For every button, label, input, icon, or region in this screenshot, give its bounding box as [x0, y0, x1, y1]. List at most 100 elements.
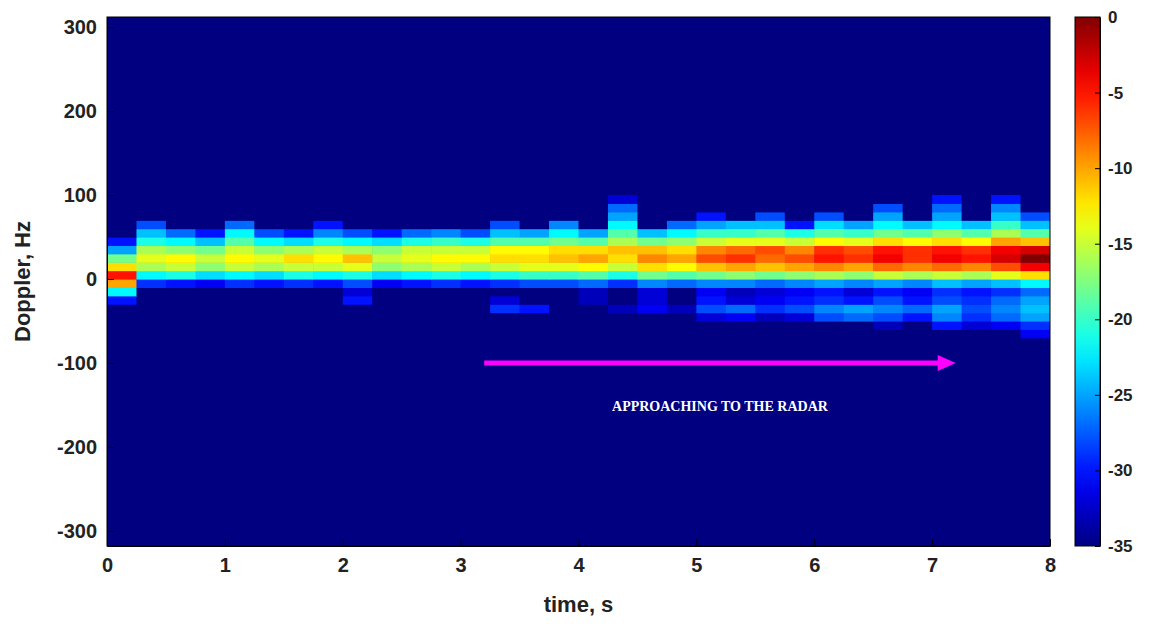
cell [579, 229, 609, 238]
cell [166, 195, 196, 204]
cell [136, 245, 166, 254]
cell [785, 287, 815, 296]
cell [520, 313, 550, 322]
cell [461, 313, 491, 322]
cell [696, 304, 726, 313]
cell [814, 220, 844, 229]
cell [520, 212, 550, 221]
cell [785, 329, 815, 338]
cell [490, 220, 520, 229]
cell [637, 195, 667, 204]
cell [520, 229, 550, 238]
cell [461, 321, 491, 330]
cell [814, 262, 844, 271]
cell [579, 212, 609, 221]
cell [225, 262, 255, 271]
cell [195, 195, 225, 204]
tick-mark [1095, 470, 1100, 471]
cell [696, 338, 726, 347]
annotation-arrow [484, 360, 942, 365]
tick-label: 3 [456, 554, 467, 576]
cell [431, 338, 461, 347]
cell [667, 329, 697, 338]
cell [932, 287, 962, 296]
cell [696, 229, 726, 238]
cell [402, 338, 432, 347]
tick: 7 [927, 539, 938, 576]
cell [431, 195, 461, 204]
cell [1021, 296, 1050, 305]
cell [313, 279, 343, 288]
cell [991, 212, 1021, 221]
cell [490, 212, 520, 221]
tick-label: 200 [64, 100, 97, 122]
cell [991, 229, 1021, 238]
cell [254, 329, 284, 338]
cell [313, 237, 343, 246]
cell [637, 237, 667, 246]
cell [873, 287, 903, 296]
cell [696, 254, 726, 263]
tick-label: -100 [57, 352, 97, 374]
cell [696, 262, 726, 271]
cell [667, 195, 697, 204]
cell [726, 212, 756, 221]
cell [549, 321, 579, 330]
cell [166, 229, 196, 238]
cell [313, 329, 343, 338]
cell [107, 279, 137, 288]
cell [579, 203, 609, 212]
cell [195, 229, 225, 238]
tick: 0 [86, 268, 114, 290]
cell [579, 321, 609, 330]
cell [785, 212, 815, 221]
cell [372, 254, 402, 263]
cell [107, 195, 137, 204]
cell [136, 321, 166, 330]
cell [932, 313, 962, 322]
cell [814, 271, 844, 280]
cell [166, 220, 196, 229]
tick-mark [1095, 93, 1100, 94]
cell [991, 237, 1021, 246]
cell [166, 245, 196, 254]
tick-label: -200 [57, 436, 97, 458]
cell [608, 338, 638, 347]
cell [136, 229, 166, 238]
cell [402, 329, 432, 338]
tick-mark [107, 363, 114, 364]
cell [667, 279, 697, 288]
cell [313, 229, 343, 238]
tick-label: -15 [1108, 235, 1133, 254]
cell [785, 203, 815, 212]
plot-frame [107, 17, 1050, 546]
cell [696, 220, 726, 229]
tick-mark [107, 195, 114, 196]
cell [814, 329, 844, 338]
cell [1021, 237, 1050, 246]
cell [166, 338, 196, 347]
cell [873, 245, 903, 254]
tick-mark [579, 539, 580, 546]
cell [962, 296, 992, 305]
cell [814, 321, 844, 330]
cell [490, 304, 520, 313]
cell [579, 279, 609, 288]
cell [549, 229, 579, 238]
cell [166, 237, 196, 246]
cell [608, 321, 638, 330]
cell [844, 304, 874, 313]
cell [785, 237, 815, 246]
cell [549, 279, 579, 288]
tick-label: -35 [1108, 537, 1133, 556]
cell [991, 313, 1021, 322]
cell [372, 287, 402, 296]
cell [1021, 279, 1050, 288]
cell [284, 287, 314, 296]
cell [490, 321, 520, 330]
cell [254, 220, 284, 229]
cell [402, 321, 432, 330]
cell [225, 296, 255, 305]
cell [608, 254, 638, 263]
cell [195, 304, 225, 313]
